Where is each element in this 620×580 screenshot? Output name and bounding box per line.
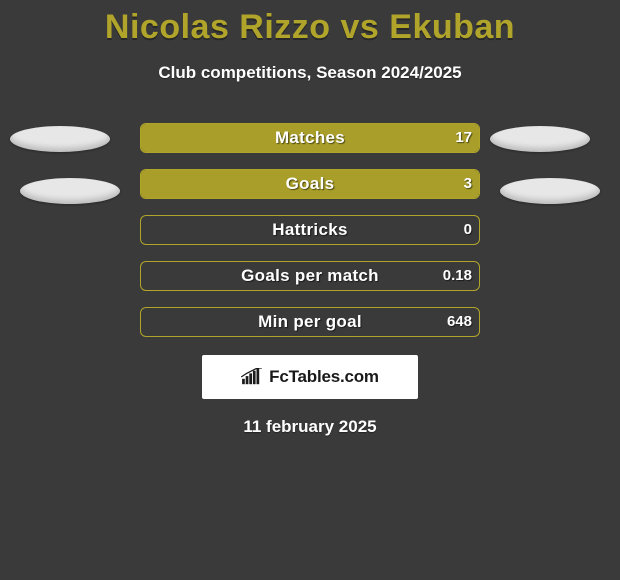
stat-value-right: 3 [464, 169, 472, 199]
stat-label: Goals per match [140, 261, 480, 291]
page-subtitle: Club competitions, Season 2024/2025 [0, 63, 620, 83]
stat-row: Hattricks0 [0, 215, 620, 245]
stat-row: Goals3 [0, 169, 620, 199]
stat-value-right: 648 [447, 307, 472, 337]
stat-value-right: 17 [455, 123, 472, 153]
stat-value-right: 0.18 [443, 261, 472, 291]
stat-label: Min per goal [140, 307, 480, 337]
stat-label: Hattricks [140, 215, 480, 245]
page-title: Nicolas Rizzo vs Ekuban [0, 0, 620, 47]
stat-row: Min per goal648 [0, 307, 620, 337]
stat-label: Goals [140, 169, 480, 199]
logo-box: FcTables.com [202, 355, 418, 399]
stats-rows: Matches17 Goals3 Hattricks0 Goals per match… [0, 123, 620, 337]
stat-row: Goals per match0.18 [0, 261, 620, 291]
bar-chart-icon [241, 368, 263, 386]
stat-row: Matches17 [0, 123, 620, 153]
logo-text: FcTables.com [269, 367, 379, 387]
stat-label: Matches [140, 123, 480, 153]
stat-value-right: 0 [464, 215, 472, 245]
date-label: 11 february 2025 [0, 417, 620, 437]
